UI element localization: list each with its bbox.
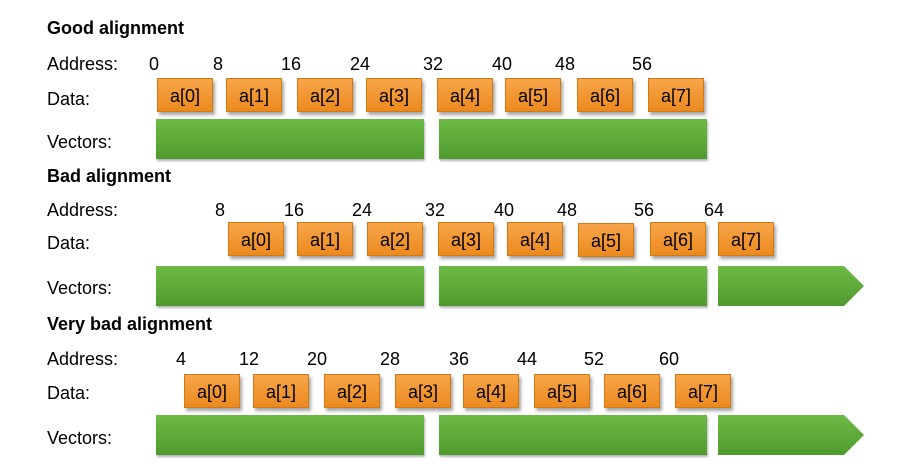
data-cell: a[7] — [648, 78, 704, 112]
address-label: Address: — [47, 54, 119, 74]
vector-bar — [439, 415, 707, 455]
address-value: 28 — [380, 349, 401, 369]
data-cell: a[1] — [226, 78, 282, 112]
vector-bar — [156, 415, 424, 455]
address-value: 60 — [659, 349, 680, 369]
address-value: 8 — [213, 54, 224, 74]
vectors-label: Vectors: — [47, 132, 113, 152]
data-cell: a[3] — [395, 374, 451, 408]
section-bad-alignment: Bad alignment Address: Data: Vectors: 8 … — [0, 162, 902, 320]
address-value: 52 — [584, 349, 605, 369]
section-title: Good alignment — [47, 18, 184, 38]
vector-bar-arrow — [718, 266, 864, 306]
vector-bar — [439, 266, 707, 306]
section-title: Bad alignment — [47, 166, 172, 186]
vector-bar-arrow — [718, 415, 864, 455]
data-label: Data: — [47, 89, 91, 109]
data-cell: a[4] — [507, 222, 563, 256]
address-value: 56 — [632, 54, 653, 74]
vector-bar — [156, 266, 424, 306]
vectors-label: Vectors: — [47, 428, 113, 448]
section-very-bad-alignment: Very bad alignment Address: Data: Vector… — [0, 310, 902, 468]
address-value: 40 — [492, 54, 513, 74]
data-label: Data: — [47, 233, 91, 253]
section-good-alignment: Good alignment Address: Data: Vectors: 0… — [0, 14, 902, 172]
address-value: 24 — [350, 54, 371, 74]
data-cell: a[2] — [324, 374, 380, 408]
data-cell: a[0] — [228, 222, 284, 256]
data-cell: a[2] — [297, 78, 353, 112]
address-value: 0 — [149, 54, 160, 74]
data-cell: a[3] — [366, 78, 422, 112]
address-value: 64 — [704, 200, 725, 220]
address-value: 4 — [176, 349, 187, 369]
data-label: Data: — [47, 383, 91, 403]
data-cell: a[5] — [578, 223, 634, 257]
address-value: 16 — [284, 200, 305, 220]
address-value: 16 — [281, 54, 302, 74]
address-value: 32 — [423, 54, 444, 74]
data-cell: a[1] — [297, 222, 353, 256]
vector-bar — [156, 119, 424, 159]
address-value: 36 — [449, 349, 470, 369]
address-label: Address: — [47, 349, 119, 369]
data-cell: a[0] — [184, 374, 240, 408]
section-title: Very bad alignment — [47, 314, 213, 334]
data-cell: a[0] — [157, 78, 213, 112]
data-cell: a[1] — [253, 374, 309, 408]
data-cell: a[6] — [577, 78, 633, 112]
address-value: 8 — [215, 200, 226, 220]
data-cell: a[4] — [463, 374, 519, 408]
address-value: 12 — [239, 349, 260, 369]
data-cell: a[3] — [438, 222, 494, 256]
data-cell: a[4] — [437, 78, 493, 112]
vectors-label: Vectors: — [47, 278, 113, 298]
data-cell: a[2] — [367, 222, 423, 256]
address-value: 48 — [557, 200, 578, 220]
data-cell: a[6] — [650, 222, 706, 256]
address-label: Address: — [47, 200, 119, 220]
address-value: 40 — [494, 200, 515, 220]
data-cell: a[7] — [718, 222, 774, 256]
address-value: 32 — [425, 200, 446, 220]
address-value: 48 — [555, 54, 576, 74]
data-cell: a[5] — [505, 78, 561, 112]
data-cell: a[7] — [675, 374, 731, 408]
address-value: 20 — [307, 349, 328, 369]
address-value: 44 — [517, 349, 538, 369]
address-value: 56 — [634, 200, 655, 220]
data-cell: a[6] — [604, 374, 660, 408]
data-cell: a[5] — [534, 374, 590, 408]
address-value: 24 — [352, 200, 373, 220]
vector-bar — [439, 119, 707, 159]
